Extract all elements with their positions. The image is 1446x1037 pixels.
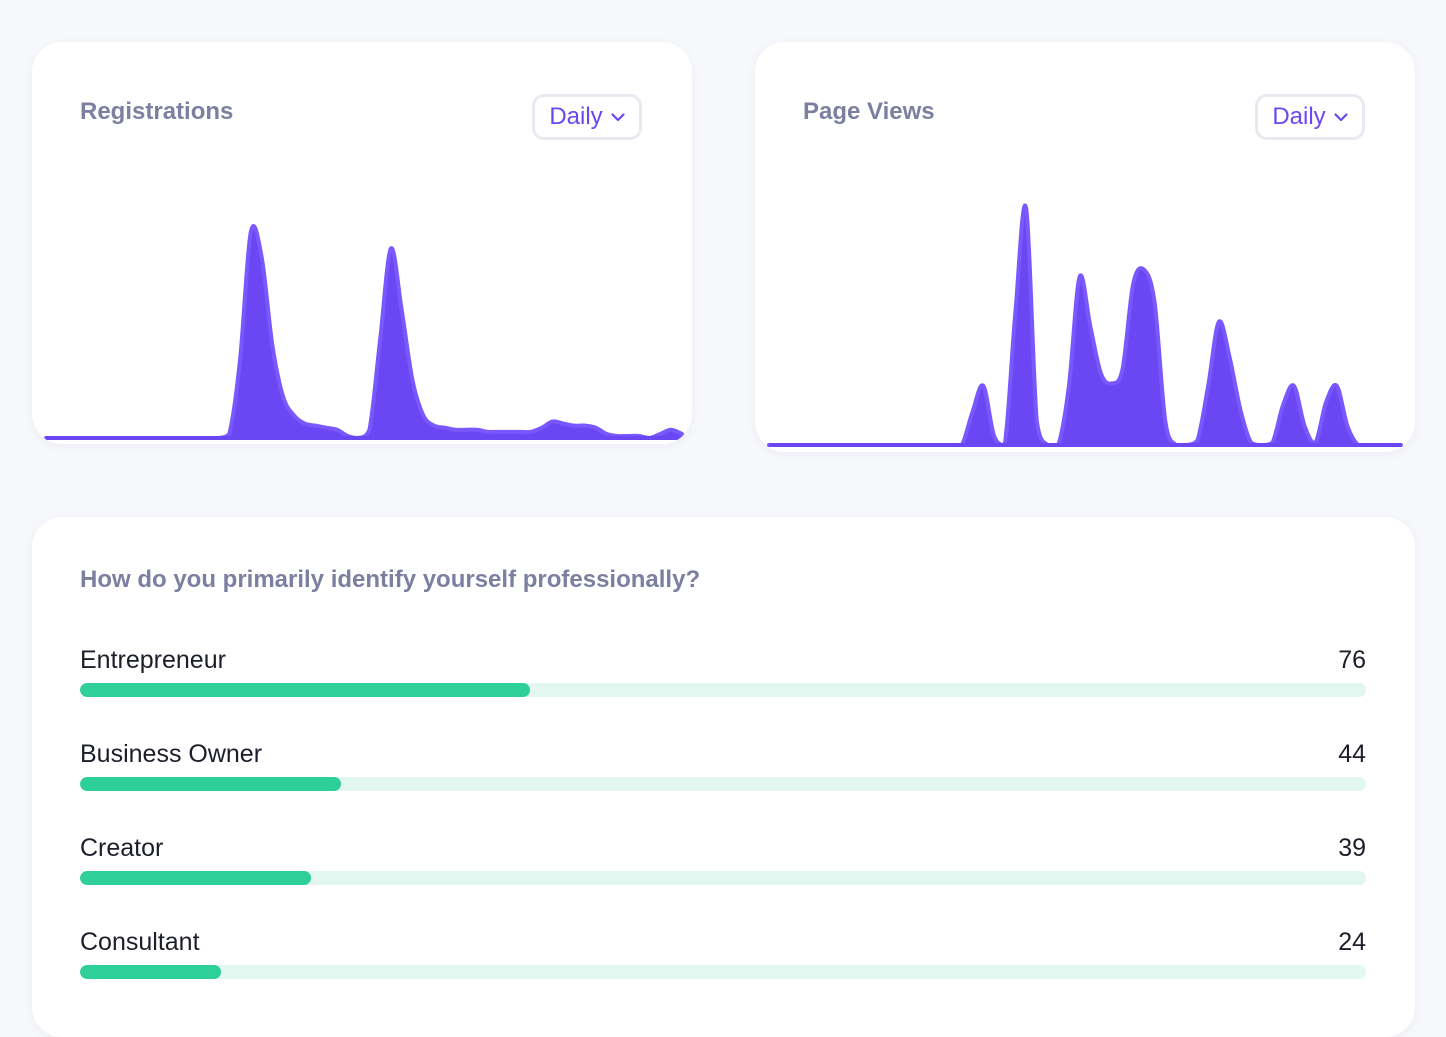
registrations-card: Registrations Daily [32, 42, 692, 444]
registrations-period-value: Daily [549, 103, 603, 130]
answer-row-creator: Creator 39 [80, 833, 1366, 903]
answer-label: Creator [80, 834, 164, 862]
answer-label: Entrepreneur [80, 646, 226, 674]
answer-count: 39 [1338, 834, 1366, 862]
answer-progress-track [80, 777, 1366, 791]
page-views-area-chart [767, 203, 1403, 447]
profession-question-card: How do you primarily identify yourself p… [32, 517, 1415, 1037]
answer-row-entrepreneur: Entrepreneur 76 [80, 645, 1366, 715]
page-views-series-area [767, 203, 1403, 447]
answer-row-consultant: Consultant 24 [80, 927, 1366, 997]
answer-label: Consultant [80, 928, 200, 956]
registrations-period-dropdown[interactable]: Daily [532, 94, 642, 140]
answer-row-business-owner: Business Owner 44 [80, 739, 1366, 809]
answer-count: 76 [1338, 646, 1366, 674]
answer-progress-track [80, 965, 1366, 979]
registrations-title: Registrations [80, 98, 234, 125]
question-title: How do you primarily identify yourself p… [80, 566, 701, 593]
registrations-area-chart [44, 223, 684, 441]
page-views-card: Page Views Daily [755, 42, 1415, 452]
answer-progress-fill [80, 871, 312, 885]
answer-label: Business Owner [80, 740, 263, 768]
answer-progress-fill [80, 777, 342, 791]
page-views-title: Page Views [803, 98, 935, 125]
page-views-period-dropdown[interactable]: Daily [1255, 94, 1365, 140]
chevron-down-icon [611, 112, 625, 121]
answer-progress-fill [80, 965, 222, 979]
answer-progress-track [80, 683, 1366, 697]
answer-progress-track [80, 871, 1366, 885]
answer-count: 44 [1338, 740, 1366, 768]
answer-count: 24 [1338, 928, 1366, 956]
registrations-series-area [44, 223, 684, 441]
chevron-down-icon [1334, 112, 1348, 121]
page-views-period-value: Daily [1272, 103, 1326, 130]
answer-progress-fill [80, 683, 531, 697]
